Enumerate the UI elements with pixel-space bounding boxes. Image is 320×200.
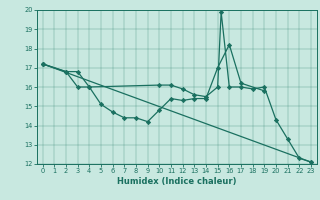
X-axis label: Humidex (Indice chaleur): Humidex (Indice chaleur) [117,177,236,186]
